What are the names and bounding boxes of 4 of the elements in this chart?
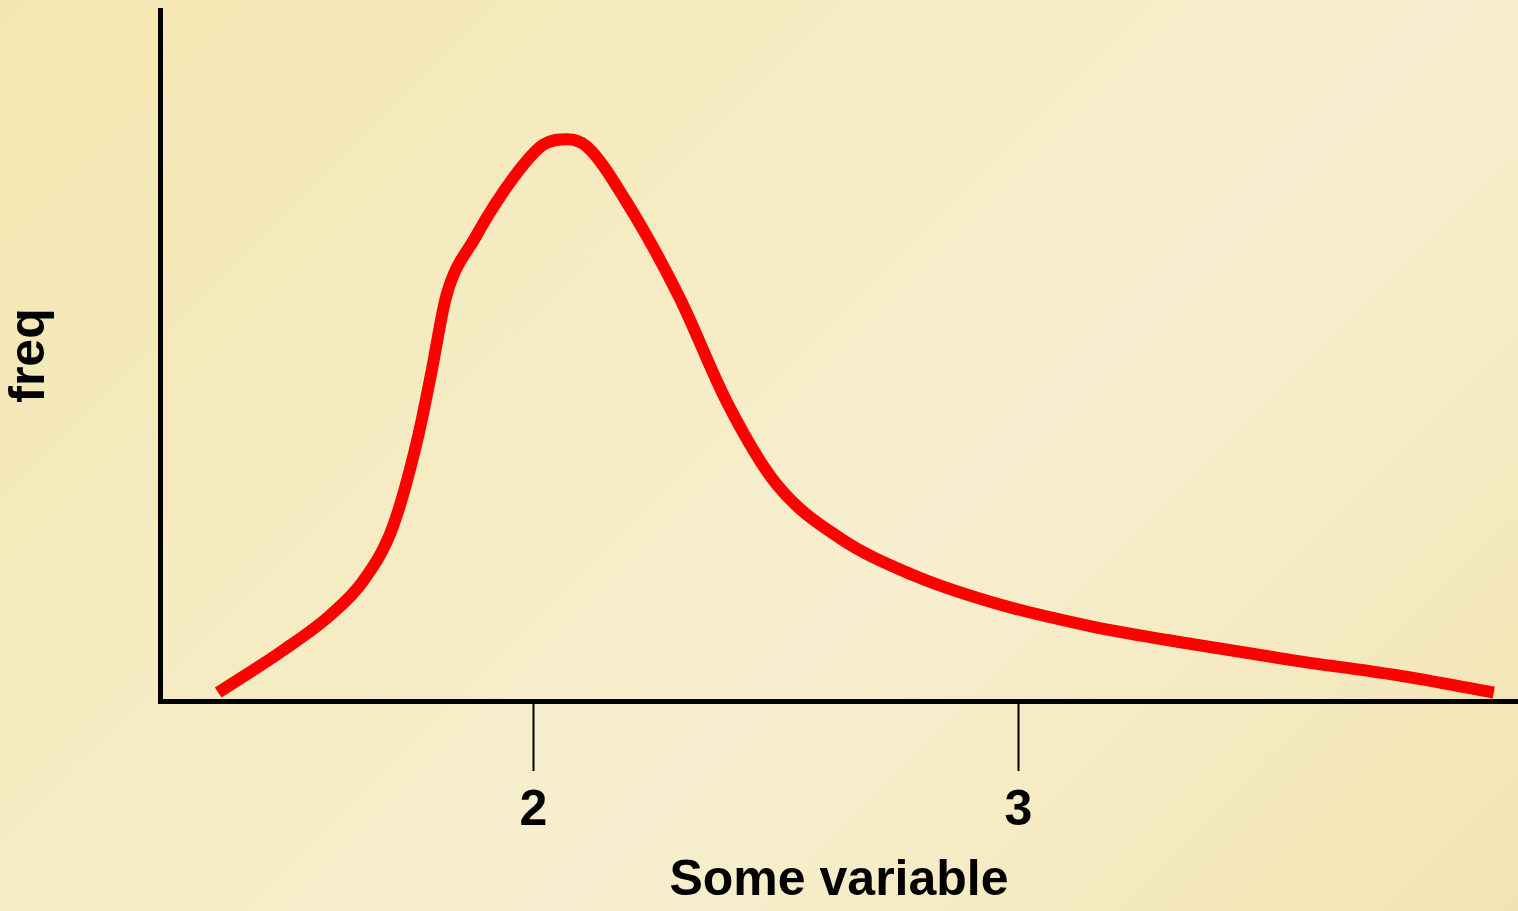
x-tick-label: 3 [1004,779,1033,836]
x-axis-title: Some variable [669,849,1009,906]
x-tick-label: 2 [519,779,548,836]
y-axis-title: freq [0,308,55,403]
